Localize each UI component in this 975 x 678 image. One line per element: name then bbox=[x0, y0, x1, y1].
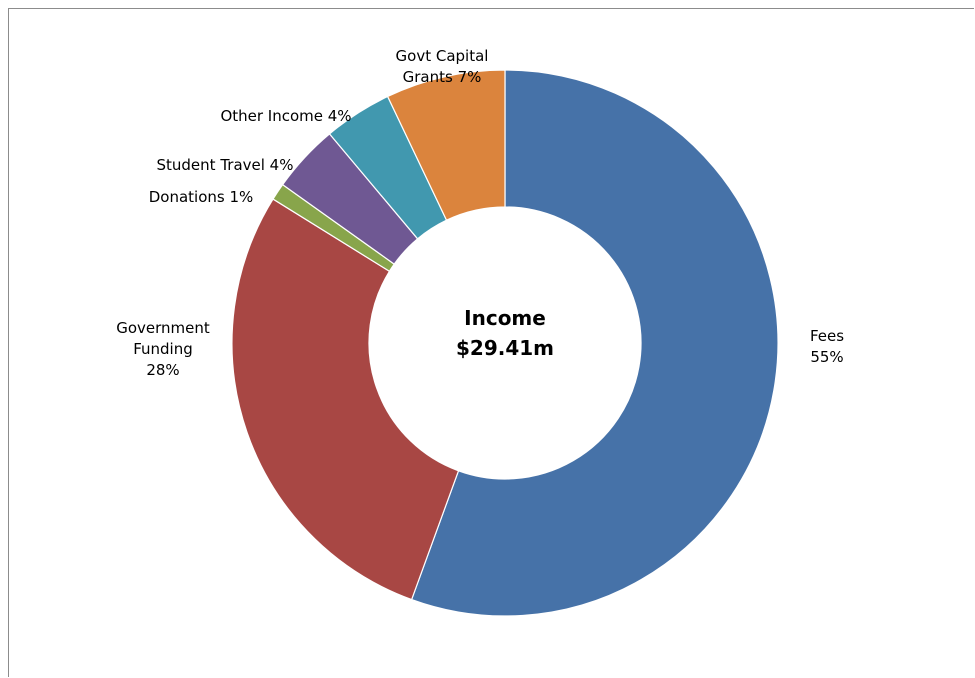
label-line: Govt Capital bbox=[396, 47, 489, 65]
label-line: Donations 1% bbox=[149, 188, 254, 206]
center-total: $29.41m bbox=[456, 336, 554, 360]
label-line: Student Travel 4% bbox=[157, 156, 294, 174]
label-line: 55% bbox=[810, 348, 843, 366]
label-student-travel: Student Travel 4% bbox=[157, 156, 294, 174]
label-line: Other Income 4% bbox=[220, 107, 351, 125]
label-line: Government bbox=[116, 319, 210, 337]
center-title: Income bbox=[464, 306, 546, 330]
label-fees: Fees 55% bbox=[810, 327, 844, 366]
labels-group: Fees 55% Government Funding 28% Donations 1% S… bbox=[116, 47, 844, 379]
slice-government-funding bbox=[231, 198, 460, 601]
donut-chart: Fees 55% Government Funding 28% Donations 1% S… bbox=[116, 47, 844, 617]
label-govt-capital-grants: Govt Capital Grants 7% bbox=[396, 47, 489, 86]
label-government-funding: Government Funding 28% bbox=[116, 319, 210, 379]
slice-fees bbox=[410, 69, 779, 617]
chart-frame: Fees 55% Government Funding 28% Donations 1% S… bbox=[8, 8, 974, 677]
label-other-income: Other Income 4% bbox=[220, 107, 351, 125]
label-line: Fees bbox=[810, 327, 844, 345]
label-donations: Donations 1% bbox=[149, 188, 254, 206]
label-line: 28% bbox=[146, 361, 179, 379]
label-line: Funding bbox=[133, 340, 193, 358]
label-line: Grants 7% bbox=[403, 68, 482, 86]
slices-group bbox=[231, 69, 779, 617]
slice-govt-capital-grants bbox=[386, 69, 506, 222]
